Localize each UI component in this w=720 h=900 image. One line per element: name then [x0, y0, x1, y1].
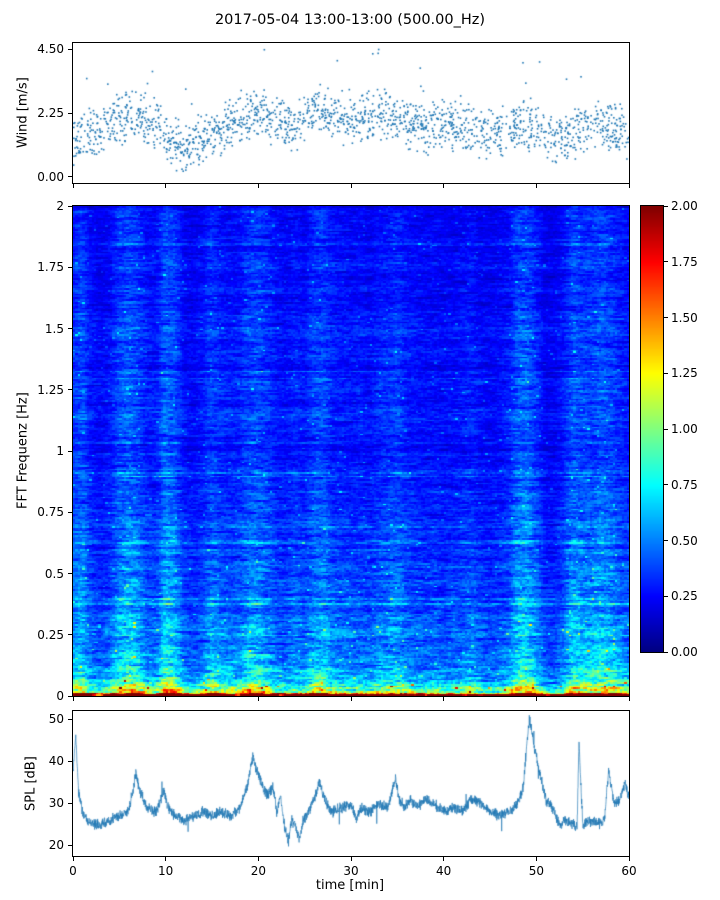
- spectrogram-canvas: [72, 205, 630, 697]
- y-tick: [68, 205, 72, 207]
- y-tick-label: 20: [48, 838, 64, 853]
- colorbar-canvas: [640, 205, 664, 653]
- y-tick: [68, 573, 72, 574]
- colorbar-tick-label: 0.50: [671, 533, 698, 548]
- x-tick: [350, 857, 352, 861]
- y-tick: [68, 511, 72, 513]
- x-tick: [257, 184, 259, 188]
- x-tick: [628, 857, 630, 861]
- x-tick-label: 30: [343, 864, 359, 878]
- y-tick-label: 1.5: [44, 321, 64, 336]
- x-tick-label: 20: [250, 864, 266, 878]
- colorbar-tick-label: 0.75: [671, 477, 698, 492]
- x-tick: [350, 184, 352, 188]
- y-tick-label: 4.50: [37, 42, 64, 57]
- x-tick-label: 40: [436, 864, 452, 878]
- x-tick: [443, 697, 445, 701]
- x-tick: [443, 184, 445, 188]
- y-tick-label: 40: [48, 754, 64, 769]
- y-tick: [68, 266, 72, 268]
- colorbar-tick-label: 1.50: [671, 310, 698, 325]
- spl-y-axis-label: SPL [dB]: [23, 756, 39, 811]
- x-tick: [165, 697, 167, 701]
- colorbar-tick: [664, 540, 668, 541]
- x-tick: [350, 697, 352, 701]
- y-tick: [68, 844, 72, 846]
- colorbar-tick-label: 1.25: [671, 366, 698, 381]
- x-tick: [257, 857, 259, 861]
- x-tick: [535, 857, 537, 861]
- y-tick-label: 2.25: [37, 106, 64, 120]
- y-tick-label: 50: [48, 712, 64, 727]
- y-tick: [68, 389, 72, 391]
- colorbar-tick: [664, 428, 668, 430]
- x-tick: [628, 697, 630, 701]
- y-tick: [68, 450, 72, 452]
- x-tick: [257, 697, 259, 701]
- y-tick: [68, 695, 72, 697]
- x-tick: [72, 184, 74, 188]
- x-tick: [535, 184, 537, 188]
- y-tick-label: 1.75: [37, 260, 64, 275]
- x-tick: [535, 697, 537, 701]
- x-tick: [72, 857, 74, 861]
- colorbar-tick: [664, 205, 668, 207]
- y-tick: [68, 802, 72, 804]
- colorbar-tick: [664, 261, 668, 263]
- y-tick: [68, 718, 72, 720]
- colorbar-tick-label: 0.25: [671, 589, 698, 604]
- y-tick: [68, 634, 72, 636]
- spl-line-canvas: [72, 710, 630, 857]
- x-tick: [443, 857, 445, 861]
- colorbar-tick-label: 2.00: [671, 199, 698, 213]
- colorbar-tick-label: 1.75: [671, 254, 698, 269]
- colorbar-tick: [664, 651, 668, 653]
- colorbar-tick-label: 1.00: [671, 422, 698, 436]
- y-tick-label: 1.25: [37, 382, 64, 397]
- colorbar-tick: [664, 317, 668, 318]
- y-tick: [68, 176, 72, 178]
- y-tick-label: 0: [56, 689, 64, 703]
- y-tick: [68, 760, 72, 762]
- colorbar-tick: [664, 595, 668, 597]
- y-tick-label: 0.5: [44, 566, 64, 581]
- colorbar-tick-label: 0.00: [671, 645, 698, 659]
- y-tick-label: 0.00: [37, 169, 64, 184]
- y-tick-label: 0.25: [37, 627, 64, 642]
- y-tick: [68, 328, 72, 329]
- wind-scatter-canvas: [72, 42, 630, 184]
- y-tick-label: 0.75: [37, 505, 64, 520]
- y-tick-label: 1: [56, 444, 64, 458]
- y-tick-label: 30: [48, 796, 64, 811]
- x-tick-label: 50: [528, 864, 544, 878]
- y-tick: [68, 48, 72, 50]
- x-tick: [72, 697, 74, 701]
- figure-title: 2017-05-04 13:00-13:00 (500.00_Hz): [214, 12, 486, 28]
- colorbar-tick: [664, 372, 668, 374]
- x-axis-label: time [min]: [315, 878, 385, 893]
- x-tick: [165, 857, 167, 861]
- x-tick: [165, 184, 167, 188]
- x-tick-label: 10: [158, 864, 174, 878]
- y-tick: [68, 112, 72, 114]
- x-tick: [628, 184, 630, 188]
- y-tick-label: 2: [56, 199, 64, 213]
- x-tick-label: 60: [621, 864, 637, 878]
- x-tick-label: 0: [69, 864, 77, 878]
- colorbar-tick: [664, 484, 668, 486]
